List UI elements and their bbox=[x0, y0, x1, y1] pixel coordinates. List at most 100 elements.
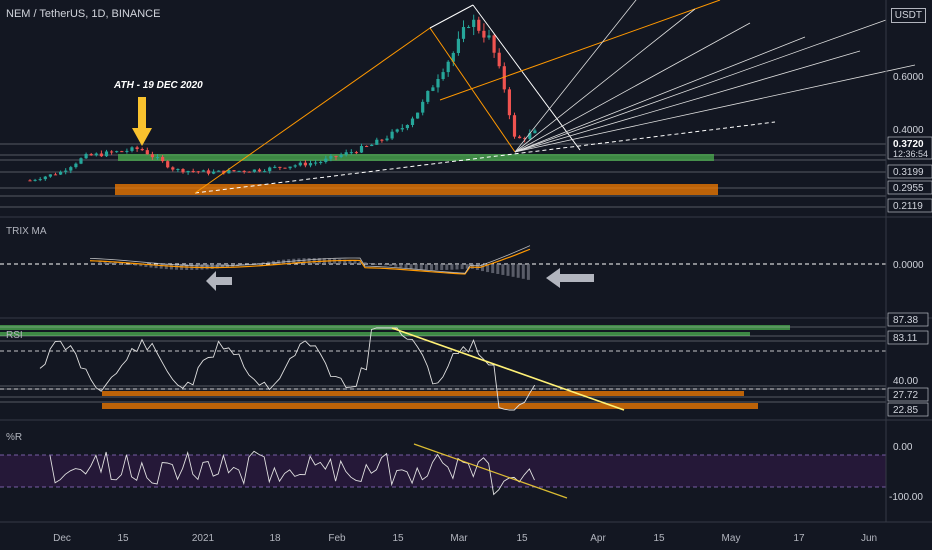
candle-body bbox=[400, 128, 404, 130]
trix-arrow-right-icon bbox=[546, 268, 594, 288]
candle-body bbox=[89, 154, 93, 156]
trix-histogram-bar bbox=[419, 264, 423, 270]
price-tick-0.6: 0.6000 bbox=[893, 72, 924, 83]
level-label-box bbox=[887, 198, 932, 213]
candle-body bbox=[518, 136, 522, 139]
candle-body bbox=[451, 52, 455, 62]
level-label: 0.3199 bbox=[893, 167, 924, 178]
trix-histogram-bar bbox=[363, 262, 367, 264]
trix-histogram-bar bbox=[129, 264, 133, 265]
rsi-line bbox=[39, 327, 536, 411]
trix-histogram-bar bbox=[333, 258, 337, 264]
wr-line bbox=[49, 450, 535, 496]
pitchfork-base bbox=[429, 27, 516, 153]
x-tick-label: 15 bbox=[653, 533, 665, 544]
candle-body bbox=[507, 89, 511, 116]
trix-arrow-left-icon bbox=[206, 271, 232, 291]
trendline-dashed bbox=[194, 121, 776, 194]
candle-body bbox=[390, 131, 394, 139]
x-tick-label: 15 bbox=[516, 533, 528, 544]
pitchfork-handle bbox=[194, 27, 431, 194]
candle-body bbox=[349, 152, 353, 154]
level-label: 0.2955 bbox=[893, 183, 924, 194]
trix-histogram-bar bbox=[379, 264, 382, 265]
rsi-tick-label: 27.72 bbox=[893, 390, 918, 401]
candle-body bbox=[150, 154, 154, 158]
x-tick-label: 18 bbox=[269, 533, 281, 544]
trix-histogram-bar bbox=[139, 264, 143, 267]
candle-body bbox=[206, 170, 211, 174]
trix-histogram-bar bbox=[200, 264, 204, 270]
candle-body bbox=[329, 156, 333, 159]
wr-tick-label: -100.00 bbox=[889, 492, 923, 503]
support-zone-orange bbox=[115, 184, 718, 195]
currency-badge[interactable]: USDT bbox=[890, 8, 926, 23]
trix-histogram-bar bbox=[526, 264, 530, 280]
candle-body bbox=[64, 170, 68, 172]
wr-label: %R bbox=[6, 432, 23, 443]
candle-body bbox=[410, 118, 415, 125]
rsi-label-box bbox=[888, 374, 928, 387]
trix-histogram-bar bbox=[450, 264, 454, 270]
candle-body bbox=[303, 162, 307, 166]
candle-body bbox=[502, 66, 506, 90]
candle-body bbox=[140, 148, 144, 151]
candle-body bbox=[319, 161, 323, 163]
candle-body bbox=[176, 169, 180, 171]
wr-band bbox=[0, 455, 886, 487]
candle-body bbox=[354, 152, 358, 154]
fan-line bbox=[514, 50, 861, 153]
candle-body bbox=[487, 35, 491, 38]
williams-r-panel bbox=[0, 443, 886, 499]
trix-histogram-bar bbox=[404, 264, 408, 268]
candle-body bbox=[461, 27, 466, 39]
candle-body bbox=[155, 156, 160, 158]
candle-body bbox=[212, 171, 216, 174]
candle-body bbox=[237, 170, 241, 172]
trix-histogram-bar bbox=[486, 264, 490, 273]
candle-body bbox=[201, 170, 205, 172]
candle-body bbox=[53, 174, 58, 176]
candle-body bbox=[405, 124, 409, 129]
candle-body bbox=[426, 90, 430, 102]
rsi-label: RSI bbox=[6, 330, 23, 341]
candle-body bbox=[533, 130, 537, 134]
candle-body bbox=[84, 154, 88, 159]
trix-histogram-bar bbox=[134, 264, 138, 266]
trix-histogram-bar bbox=[394, 264, 398, 267]
trix-histogram-bar bbox=[511, 264, 515, 277]
trix-histogram-bar bbox=[210, 264, 214, 269]
candle-body bbox=[380, 139, 384, 141]
trix-histogram-bar bbox=[113, 262, 117, 264]
x-tick-label: Feb bbox=[328, 533, 346, 544]
rsi-trendline bbox=[391, 327, 625, 411]
candle-body bbox=[288, 166, 292, 169]
trix-histogram-bar bbox=[338, 259, 342, 264]
pitchfork-top bbox=[429, 4, 474, 29]
trix-histogram-bar bbox=[144, 264, 148, 267]
x-tick-label: Dec bbox=[53, 533, 71, 544]
rsi-label-box bbox=[887, 387, 929, 402]
candle-body bbox=[196, 171, 200, 173]
trix-histogram-bar bbox=[430, 264, 433, 270]
candle-body bbox=[242, 170, 246, 172]
candle-body bbox=[334, 156, 338, 158]
candle-body bbox=[283, 167, 287, 169]
candle-body bbox=[523, 138, 527, 140]
rsi-label-box bbox=[887, 330, 929, 345]
trix-histogram-bar bbox=[368, 263, 372, 265]
trix-histogram-bar bbox=[118, 263, 122, 265]
trix-label: TRIX MA bbox=[6, 226, 47, 237]
trix-histogram-bar bbox=[154, 264, 158, 269]
trix-signal-line bbox=[89, 248, 531, 275]
trix-histogram-bar bbox=[440, 264, 444, 270]
rsi-panel bbox=[0, 325, 886, 411]
candle-body bbox=[512, 115, 517, 137]
candle-body bbox=[59, 171, 63, 175]
trix-histogram-bar bbox=[297, 258, 301, 264]
trix-histogram-bar bbox=[149, 264, 153, 268]
rsi-zone-orange-2 bbox=[102, 403, 758, 409]
candle-body bbox=[359, 146, 364, 153]
fan-line-outer bbox=[472, 4, 581, 151]
candle-body bbox=[446, 61, 450, 73]
